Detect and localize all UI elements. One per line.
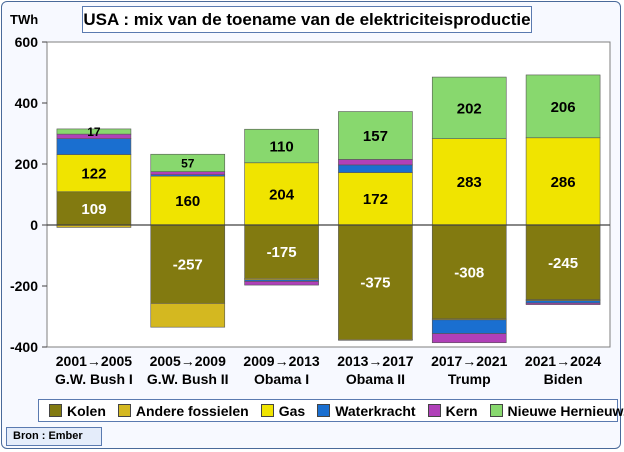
legend-swatch	[49, 404, 62, 417]
legend-item-gas: Gas	[260, 402, 306, 419]
bar-segment-waterkracht	[525, 300, 601, 304]
stacked-bar-chart: -400 -200 0 200 400 600 2001→2005 G.W. Bush I 20…	[10, 34, 611, 387]
legend: Kolen Andere fossielen Gas Waterkracht Kern N…	[38, 399, 624, 422]
legend-swatch	[317, 404, 331, 417]
category-label-period: 2005→2009	[150, 353, 227, 369]
category-label-president: G.W. Bush I	[55, 371, 133, 387]
bar-segment-waterkracht	[338, 164, 413, 173]
bar-segment-nieuwe-hernieuw	[244, 128, 319, 164]
category-label-period: 2021→2024	[525, 353, 602, 369]
bar-segment-kolen	[431, 224, 507, 320]
bar-segment-waterkracht	[56, 138, 132, 155]
bar-segment-gas	[431, 138, 507, 226]
bar-segment-kern	[431, 333, 507, 344]
source-label: Bron : Ember	[6, 427, 102, 446]
legend-item-andere-fossielen: Andere fossielen	[117, 402, 249, 419]
legend-swatch	[117, 404, 131, 417]
bar-segment-kolen	[338, 224, 413, 340]
category-label-period: 2009→2013	[243, 353, 320, 369]
legend-swatch	[489, 404, 503, 417]
bar-segment-gas	[525, 137, 601, 226]
data-label: 286	[551, 174, 576, 191]
bar-segment-nieuwe-hernieuw	[56, 128, 132, 135]
bar-segment-kolen	[244, 224, 319, 279]
bar-segment-gas	[244, 162, 319, 226]
data-label: -175	[267, 244, 297, 261]
category-label-president: Obama II	[346, 371, 405, 387]
y-tick-label: 0	[30, 217, 38, 233]
category-label-period: 2001→2005	[56, 353, 133, 369]
bar-segment-waterkracht	[431, 319, 507, 334]
legend-swatch	[427, 404, 441, 417]
data-label: 110	[269, 138, 293, 155]
data-label: 206	[551, 99, 576, 116]
category-label-president: G.W. Bush II	[147, 371, 229, 387]
bar-segment-andere-fossielen	[150, 303, 226, 328]
legend-item-nieuwe-hernieuw: Nieuwe Hernieuw.	[489, 402, 624, 419]
legend-item-kolen: Kolen	[49, 403, 106, 419]
data-label: 202	[457, 100, 482, 117]
bar-segment-nieuwe-hernieuw	[431, 76, 507, 139]
y-tick-label: 400	[15, 95, 39, 111]
y-tick-label: 200	[15, 156, 39, 172]
category-label-president: Obama I	[254, 371, 309, 387]
bar-segment-nieuwe-hernieuw	[525, 74, 601, 139]
bar-segment-nieuwe-hernieuw	[150, 153, 226, 172]
data-label: 283	[457, 174, 482, 191]
legend-label: Kolen	[67, 402, 106, 419]
legend-label: Waterkracht	[335, 402, 416, 419]
legend-item-waterkracht: Waterkracht	[317, 402, 416, 419]
y-axis-unit-label: TWh	[10, 12, 39, 27]
data-label: 157	[363, 128, 388, 145]
data-label: 160	[175, 193, 200, 210]
bar-segment-kolen	[525, 224, 601, 301]
legend-item-kern: Kern	[427, 402, 478, 419]
data-label: 17	[87, 125, 101, 139]
data-label: 172	[363, 191, 388, 208]
category-label-president: Biden	[544, 371, 583, 387]
bar-segment-nieuwe-hernieuw	[338, 111, 413, 160]
y-tick-label: 600	[15, 34, 39, 50]
data-label: 109	[81, 201, 106, 218]
bar-segment-kern	[338, 159, 413, 166]
category-label-president: Trump	[448, 371, 491, 387]
bar-segment-kern	[525, 302, 601, 305]
data-label: -257	[173, 257, 203, 274]
bar-segment-gas	[56, 154, 132, 193]
legend-label: Kern	[445, 402, 478, 419]
category-label-period: 2017→2021	[431, 353, 508, 369]
bar-segment-kolen	[150, 224, 226, 304]
chart-title: USA : mix van de toename van de elektric…	[82, 6, 532, 33]
data-label: 204	[269, 186, 295, 203]
data-label: 122	[81, 166, 106, 183]
bar-segment-kern	[244, 281, 319, 286]
y-tick-label: -400	[10, 339, 38, 355]
legend-swatch	[260, 404, 274, 417]
data-label: -308	[454, 264, 484, 281]
data-label: -245	[548, 255, 578, 272]
bar-segment-gas	[338, 172, 413, 226]
legend-label: Nieuwe Hernieuw.	[507, 402, 624, 419]
category-label-period: 2013→2017	[337, 353, 414, 369]
y-tick-label: -200	[10, 278, 38, 294]
bar-segment-kern	[150, 171, 226, 175]
data-label: -375	[360, 275, 390, 292]
legend-label: Gas	[278, 402, 306, 419]
bar-segment-gas	[150, 175, 226, 226]
plot-area	[46, 41, 611, 348]
legend-label: Andere fossielen	[135, 402, 249, 419]
data-label: 57	[181, 156, 195, 170]
bar-segment-andere-fossielen	[338, 339, 413, 341]
